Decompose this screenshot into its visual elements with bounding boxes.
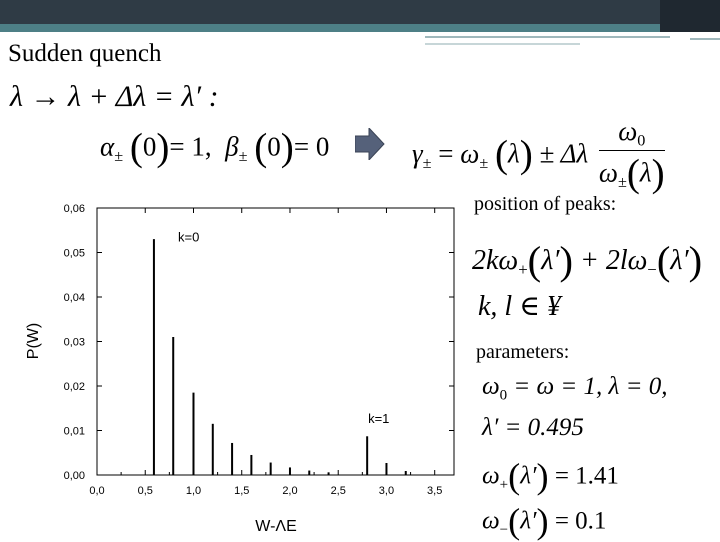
parameter-value: = 1.41 xyxy=(554,462,619,490)
right-arrow-icon xyxy=(355,128,385,160)
gamma-equation: γ± = ω± (λ) ± Δλ ω0 ω±(λ) xyxy=(412,116,665,195)
zero-subscript: 0 xyxy=(499,387,508,404)
parameter-line-1: ω0 = ω = 1, λ = 0, xyxy=(482,373,668,404)
minus-subscript: − xyxy=(499,521,509,538)
x-tick-label: 2,0 xyxy=(282,485,297,497)
value-one: = 1, xyxy=(169,131,212,162)
initial-conditions-equation: α± (0)= 1, β± (0)= 0 xyxy=(100,125,329,170)
kl-domain-equation: k, l ∈ ¥ xyxy=(478,291,561,322)
work-distribution-chart: 0,0 0,5 1,0 1,5 2,0 2,5 3,0 3,5 0,00 0,01 0,02 0,03… xyxy=(25,203,455,535)
y-tick-label: 0,00 xyxy=(64,470,85,482)
pm-subscript: ± xyxy=(422,154,432,173)
x-tick-label: 3,5 xyxy=(427,485,442,497)
omega-symbol: ω xyxy=(460,138,480,169)
pm-subscript: ± xyxy=(114,146,124,165)
peaks-equation: 2kω+(λ′) + 2lω−(λ′) xyxy=(472,238,703,283)
gamma-fraction: ω0 ω±(λ) xyxy=(598,116,665,195)
x-axis-label: W-ΛE xyxy=(255,518,297,535)
quench-equation: λ → λ + Δλ = λ′ : xyxy=(10,80,219,113)
omega-symbol: ω xyxy=(482,507,500,535)
y-tick-label: 0,04 xyxy=(64,292,85,304)
header-bar xyxy=(0,0,720,24)
beta-symbol: β xyxy=(225,131,239,162)
peaks-label: position of peaks: xyxy=(474,193,617,215)
lambda-prime: λ′ xyxy=(541,245,560,277)
omega-symbol: ω xyxy=(482,462,500,490)
x-tick-label: 1,0 xyxy=(186,485,201,497)
peak-annotation: k=0 xyxy=(178,229,199,244)
plus-subscript: + xyxy=(518,260,528,280)
header-rule xyxy=(425,36,670,38)
gamma-symbol: γ xyxy=(412,138,423,169)
arg-zero: 0 xyxy=(142,131,157,162)
plot-frame xyxy=(96,207,455,476)
pm-subscript: ± xyxy=(479,154,489,173)
lambda-prime: λ′ xyxy=(670,245,689,277)
parameter-value: = 0.1 xyxy=(554,507,607,535)
peak-annotation: k=1 xyxy=(368,411,389,426)
omega-symbol: ω xyxy=(482,373,500,400)
lambda-symbol: λ xyxy=(508,138,520,169)
y-tick-label: 0,03 xyxy=(64,337,85,349)
x-tick-label: 1,5 xyxy=(234,485,249,497)
arg-zero: 0 xyxy=(267,131,281,162)
fraction-numerator-subscript: 0 xyxy=(637,131,646,150)
lambda-prime: λ′ xyxy=(520,507,537,535)
lambda-symbol: λ xyxy=(639,156,652,187)
parameter-line-3: ω+(λ′) = 1.41 xyxy=(482,456,619,496)
y-axis-label: P(W) xyxy=(25,323,42,359)
parameters-label: parameters: xyxy=(476,341,570,363)
parameter-line-1-rest: = ω = 1, λ = 0, xyxy=(507,373,668,400)
lambda-prime: λ′ xyxy=(520,462,537,490)
fraction-denominator-subscript: ± xyxy=(617,172,627,191)
pm-subscript: ± xyxy=(238,146,248,165)
header-accent-bar xyxy=(0,24,720,32)
peaks-term-2: + 2lω xyxy=(579,245,648,277)
y-tick-label: 0,05 xyxy=(64,248,85,260)
x-tick-label: 2,5 xyxy=(331,485,346,497)
slide-title: Sudden quench xyxy=(8,40,162,67)
minus-subscript: − xyxy=(647,260,657,280)
fraction-numerator-omega: ω xyxy=(618,116,638,146)
value-zero: = 0 xyxy=(293,131,330,162)
x-tick-label: 0,5 xyxy=(138,485,153,497)
parameter-line-2: λ′ = 0.495 xyxy=(482,414,584,441)
plus-subscript: + xyxy=(499,476,509,493)
y-tick-label: 0,06 xyxy=(64,203,85,215)
peaks-term-1: 2kω xyxy=(472,245,519,277)
y-tick-label: 0,01 xyxy=(64,426,85,438)
paren-close: ) xyxy=(280,126,294,169)
x-tick-label: 3,0 xyxy=(379,485,394,497)
header-rule xyxy=(690,38,720,40)
y-tick-label: 0,02 xyxy=(64,381,85,393)
header-corner-block xyxy=(660,0,720,32)
x-tick-label: 0,0 xyxy=(89,485,104,497)
paren-close: ) xyxy=(156,126,170,169)
paren-open: ( xyxy=(129,126,143,169)
delta-lambda-term: ± Δλ xyxy=(539,138,589,169)
fraction-denominator-omega: ω xyxy=(598,156,618,187)
alpha-symbol: α xyxy=(100,131,115,162)
header-rule xyxy=(425,43,580,45)
parameter-line-4: ω−(λ′) = 0.1 xyxy=(482,501,607,541)
paren-open: ( xyxy=(254,126,268,169)
